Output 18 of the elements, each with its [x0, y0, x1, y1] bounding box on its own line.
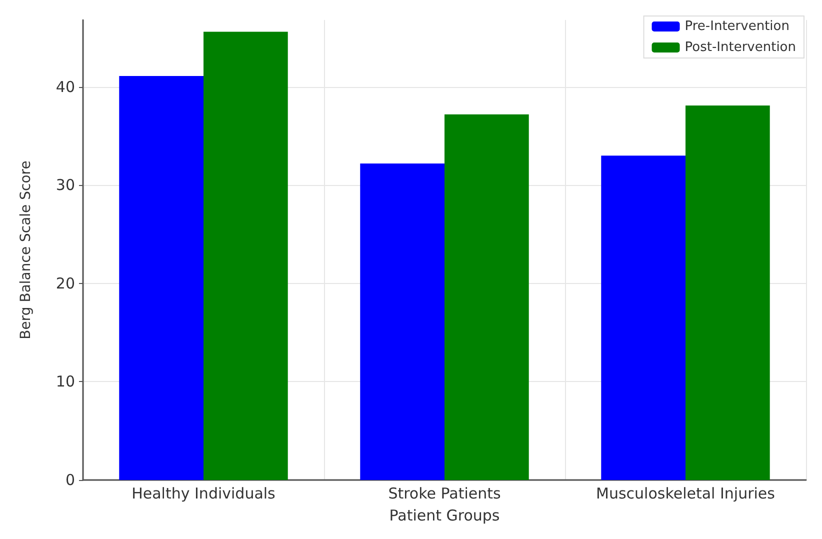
y-tick-label: 30: [56, 176, 75, 194]
y-tick-label: 40: [56, 78, 75, 96]
bar: [444, 114, 529, 480]
bar: [360, 164, 444, 480]
y-tick-label: 10: [56, 372, 75, 391]
bar: [204, 32, 288, 480]
x-tick-label: Healthy Individuals: [132, 484, 276, 502]
legend-label: Pre-Intervention: [684, 19, 790, 34]
x-tick-label: Musculoskeletal Injuries: [596, 484, 776, 502]
x-tick-label: Stroke Patients: [388, 484, 501, 502]
bar: [601, 156, 686, 480]
legend-label: Post-Intervention: [684, 40, 796, 55]
y-axis-title: Berg Balance Scale Score: [18, 160, 34, 340]
bar: [119, 76, 204, 480]
y-tick-label: 0: [65, 471, 75, 489]
y-tick-label: 20: [56, 274, 75, 292]
x-axis-title: Patient Groups: [389, 506, 500, 524]
bar: [686, 106, 770, 480]
